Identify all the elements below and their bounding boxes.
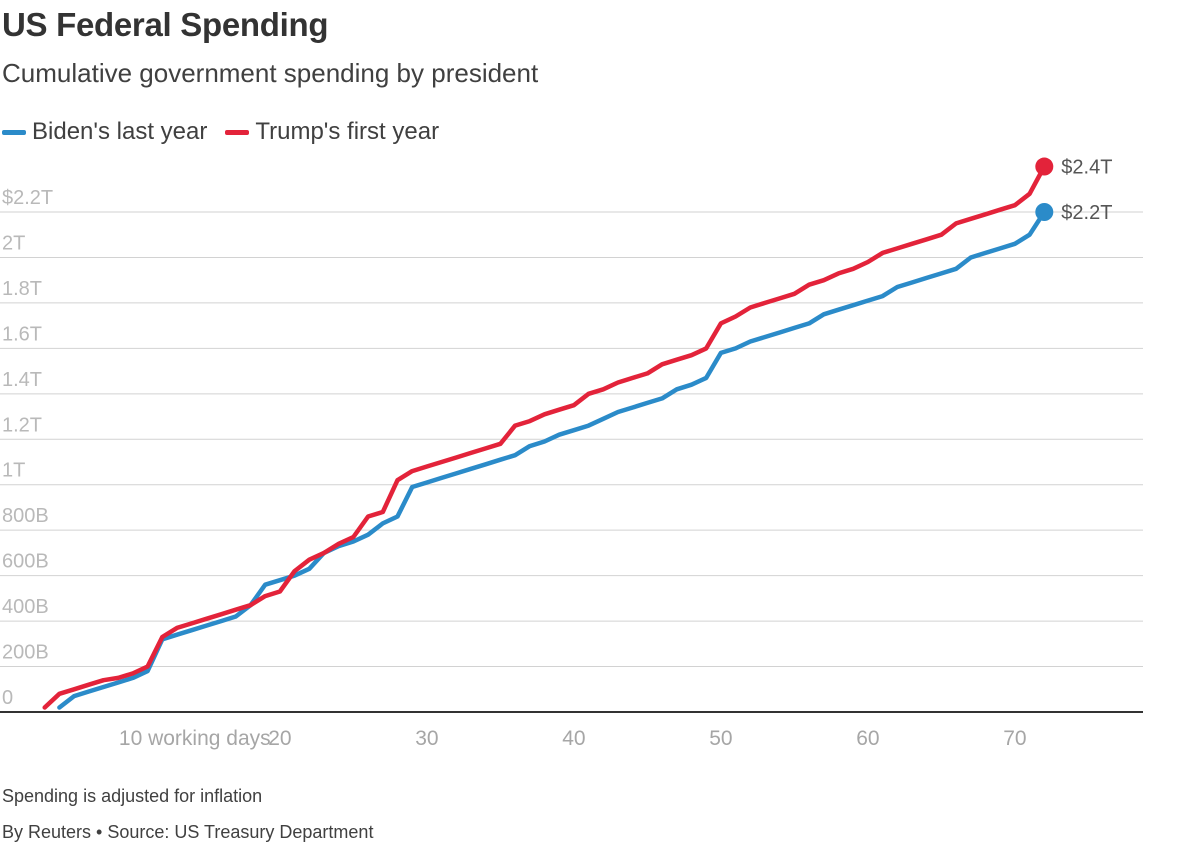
legend-label-biden: Biden's last year [32, 118, 208, 145]
series-end-dot-0 [1035, 203, 1054, 221]
chart-subtitle: Cumulative government spending by presid… [2, 58, 539, 88]
series-line-0 [57, 209, 1047, 710]
legend-swatch-biden [2, 129, 26, 135]
source-credit: By Reuters • Source: US Treasury Departm… [2, 822, 374, 842]
y-tick-label: 1.2T [2, 414, 42, 436]
legend-item-biden: Biden's last year [2, 118, 207, 146]
y-tick-label: 400B [2, 596, 49, 618]
x-tick-label: 30 [415, 727, 438, 750]
series-end-dot-1 [1035, 157, 1054, 176]
y-tick-label: 1T [2, 460, 25, 482]
x-tick-label: 70 [1003, 727, 1026, 750]
legend-label-trump: Trump's first year [255, 118, 440, 145]
y-tick-label: 800B [2, 505, 49, 527]
legend: Biden's last year Trump's first year [2, 118, 439, 146]
y-tick-label: 1.4T [2, 369, 42, 391]
x-tick-label: 10 working days [119, 727, 271, 750]
x-tick-label: 60 [856, 727, 879, 750]
series-end-label-0: $2.2T [1061, 202, 1112, 224]
chart-title: US Federal Spending [2, 6, 329, 43]
legend-swatch-trump [225, 129, 250, 135]
x-tick-label: 50 [709, 727, 732, 750]
y-tick-label: 2T [2, 232, 25, 254]
footnote: Spending is adjusted for inflation [2, 786, 263, 806]
y-tick-label: 200B [2, 642, 49, 664]
y-tick-label: $2.2T [2, 187, 53, 209]
y-tick-label: 1.6T [2, 323, 42, 345]
line-chart: 0 200B 400B 600B 800B 1T 1.2T 1.4T 1.6T 1.8T 2T $2.… [0, 157, 1143, 750]
y-tick-label: 600B [2, 551, 49, 573]
y-tick-label: 0 [2, 687, 13, 709]
series-line-1 [42, 164, 1047, 710]
x-tick-label: 20 [268, 727, 291, 750]
legend-item-trump: Trump's first year [225, 118, 439, 146]
y-tick-label: 1.8T [2, 278, 42, 300]
x-tick-label: 40 [562, 727, 585, 750]
series-end-label-1: $2.4T [1061, 157, 1112, 179]
